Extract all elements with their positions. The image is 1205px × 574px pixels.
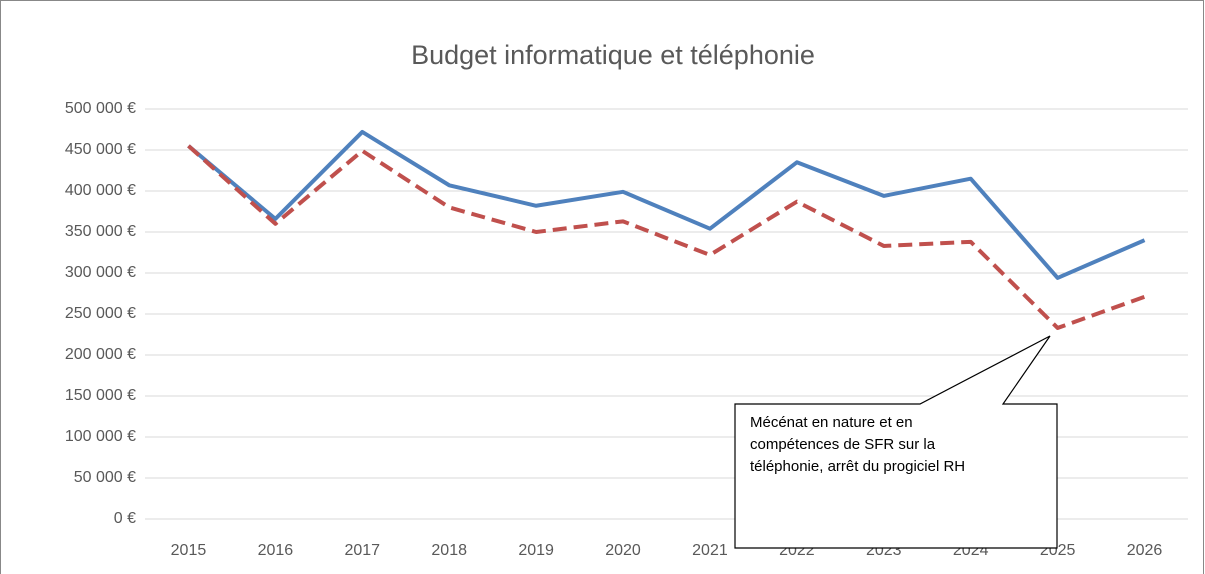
x-tick-label: 2026	[1127, 542, 1163, 559]
x-tick-label: 2018	[431, 542, 467, 559]
series-line	[187, 129, 1146, 280]
x-tick-label: 2015	[171, 542, 207, 559]
x-tick-label: 2021	[692, 542, 728, 559]
y-tick-label: 300 000 €	[65, 264, 136, 281]
y-tick-label: 200 000 €	[65, 346, 136, 363]
x-tick-label: 2020	[605, 542, 641, 559]
y-tick-label: 0 €	[114, 510, 136, 527]
x-tick-label: 2016	[258, 542, 294, 559]
y-tick-label: 400 000 €	[65, 182, 136, 199]
x-tick-label: 2019	[518, 542, 554, 559]
y-tick-label: 350 000 €	[65, 223, 136, 240]
chart-title: Budget informatique et téléphonie	[411, 40, 815, 70]
y-tick-label: 100 000 €	[65, 428, 136, 445]
y-tick-label: 150 000 €	[65, 387, 136, 404]
y-tick-label: 50 000 €	[74, 469, 136, 486]
annotation: Mécénat en nature et en compétences de S…	[750, 414, 966, 475]
y-tick-label: 250 000 €	[65, 305, 136, 322]
x-tick-label: 2017	[344, 542, 380, 559]
y-tick-label: 500 000 €	[65, 100, 136, 117]
series-line	[187, 144, 1146, 330]
callout	[734, 335, 1058, 549]
y-tick-label: 450 000 €	[65, 141, 136, 158]
